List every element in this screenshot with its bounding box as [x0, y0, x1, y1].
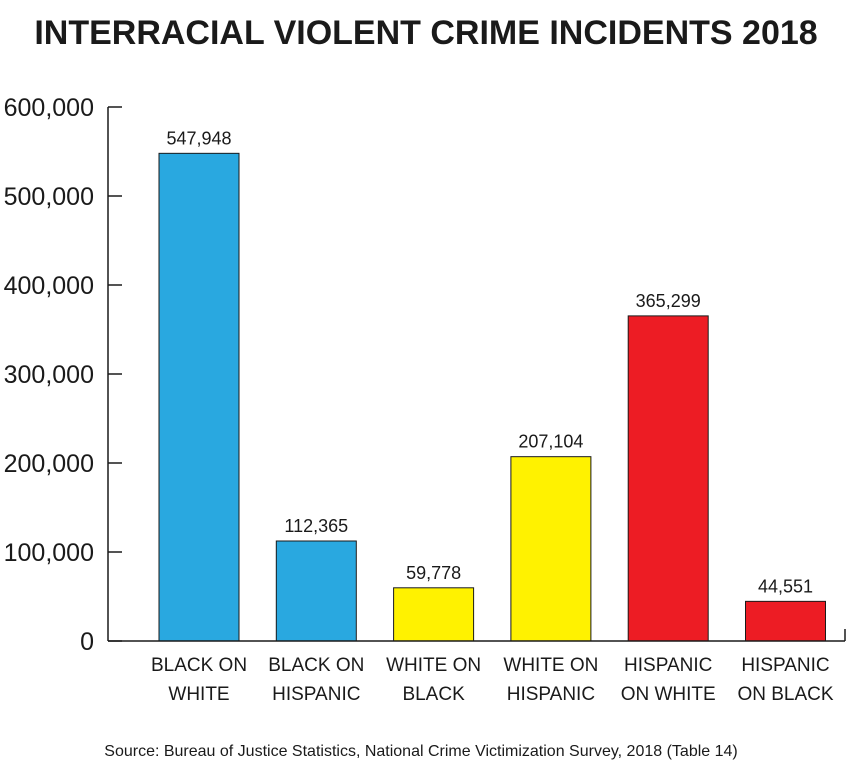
x-category-label: HISPANIC — [507, 684, 595, 705]
bar-value-label: 365,299 — [636, 291, 701, 311]
x-category-label: WHITE ON — [386, 655, 481, 676]
bars: 547,948 112,365 59,778 207,104 365,299 44,551 — [158, 128, 826, 642]
x-category-label: WHITE — [168, 684, 229, 705]
y-tick-label: 400,000 — [4, 272, 94, 300]
bar-value-label: 44,551 — [758, 576, 813, 596]
x-category-label: BLACK — [402, 684, 465, 705]
y-tick-label: 600,000 — [4, 94, 94, 122]
bar — [510, 456, 592, 642]
chart-title: INTERRACIAL VIOLENT CRIME INCIDENTS 2018 — [34, 14, 817, 52]
source-note: Source: Bureau of Justice Statistics, Na… — [104, 743, 737, 760]
bar — [393, 587, 475, 642]
x-category-label: WHITE ON — [503, 655, 598, 676]
x-category-label: HISPANIC — [741, 655, 829, 676]
bar-value-label: 112,365 — [284, 516, 348, 536]
bar — [745, 600, 826, 642]
bar-value-label: 547,948 — [166, 128, 231, 148]
bar — [158, 152, 240, 642]
x-category-label: HISPANIC — [624, 655, 712, 676]
y-axis: 0 100,000 200,000 300,000 400,000 500,000 600,… — [4, 94, 122, 656]
x-category-label: HISPANIC — [272, 684, 360, 705]
bar-value-label: 207,104 — [518, 432, 583, 452]
y-tick-label: 500,000 — [4, 183, 94, 211]
x-category-label: BLACK ON — [151, 655, 247, 676]
x-category-label: ON WHITE — [621, 684, 716, 705]
bar — [627, 315, 709, 642]
y-tick-label: 300,000 — [4, 361, 94, 389]
y-tick-label: 0 — [80, 628, 94, 656]
x-category-label: BLACK ON — [268, 655, 364, 676]
y-tick-label: 200,000 — [4, 450, 94, 478]
y-tick-label: 100,000 — [4, 539, 94, 567]
bar-value-label: 59,778 — [406, 563, 461, 583]
bar — [275, 540, 357, 642]
x-category-label: ON BLACK — [737, 684, 833, 705]
x-axis: BLACK ON WHITE BLACK ON HISPANIC WHITE ON BLA… — [108, 629, 846, 705]
